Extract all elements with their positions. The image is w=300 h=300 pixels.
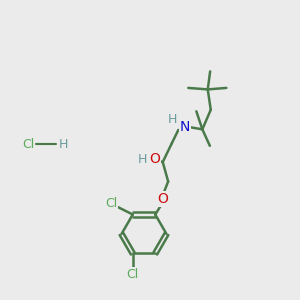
Text: H: H (168, 113, 177, 126)
Text: Cl: Cl (22, 137, 34, 151)
Text: N: N (180, 120, 190, 134)
Text: Cl: Cl (127, 268, 139, 281)
Text: H: H (138, 152, 147, 166)
Text: O: O (157, 192, 168, 206)
Text: H: H (59, 137, 68, 151)
Text: O: O (149, 152, 160, 166)
Text: Cl: Cl (105, 197, 117, 210)
